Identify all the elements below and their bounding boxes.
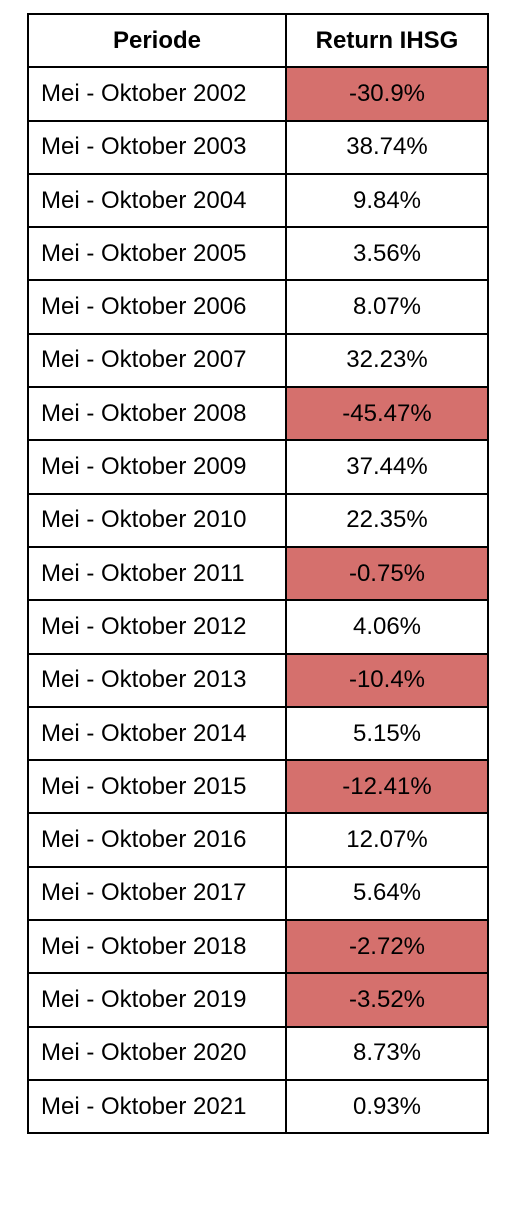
period-cell: Mei - Oktober 2017 (27, 865, 287, 922)
return-cell: 12.07% (285, 812, 489, 868)
table-row: Mei - Oktober 2014 5.15% (27, 705, 489, 762)
period-cell: Mei - Oktober 2004 (27, 172, 287, 229)
table-row: Mei - Oktober 2006 8.07% (27, 279, 489, 335)
return-cell: 32.23% (285, 332, 489, 389)
period-cell: Mei - Oktober 2008 (27, 386, 287, 442)
return-cell: 8.07% (285, 279, 489, 335)
period-cell: Mei - Oktober 2018 (27, 919, 287, 975)
period-cell: Mei - Oktober 2002 (27, 66, 287, 122)
table-row: Mei - Oktober 2017 5.64% (27, 865, 489, 922)
period-cell: Mei - Oktober 2009 (27, 439, 287, 495)
period-cell: Mei - Oktober 2015 (27, 759, 287, 815)
period-cell: Mei - Oktober 2016 (27, 812, 287, 868)
period-cell: Mei - Oktober 2011 (27, 545, 287, 602)
return-cell: 4.06% (285, 599, 489, 655)
header-row: Periode Return IHSG (27, 12, 489, 69)
return-cell: 8.73% (285, 1025, 489, 1081)
period-cell: Mei - Oktober 2012 (27, 599, 287, 655)
period-cell: Mei - Oktober 2003 (27, 119, 287, 175)
period-cell: Mei - Oktober 2019 (27, 972, 287, 1028)
return-cell: 37.44% (285, 439, 489, 495)
return-cell-negative: -30.9% (285, 66, 489, 122)
return-cell: 3.56% (285, 226, 489, 282)
table-row: Mei - Oktober 2018 -2.72% (27, 919, 489, 975)
table-row: Mei - Oktober 2011 -0.75% (27, 545, 489, 602)
return-cell: 38.74% (285, 119, 489, 175)
table-row: Mei - Oktober 2009 37.44% (27, 439, 489, 495)
table-row: Mei - Oktober 2010 22.35% (27, 492, 489, 548)
return-cell-negative: -10.4% (285, 652, 489, 708)
return-cell: 0.93% (285, 1078, 489, 1135)
return-cell: 22.35% (285, 492, 489, 548)
table-row: Mei - Oktober 2007 32.23% (27, 332, 489, 389)
return-cell-negative: -0.75% (285, 545, 489, 602)
table-row: Mei - Oktober 2005 3.56% (27, 226, 489, 282)
table-row: Mei - Oktober 2019 -3.52% (27, 972, 489, 1028)
return-cell-negative: -3.52% (285, 972, 489, 1028)
table-row: Mei - Oktober 2003 38.74% (27, 119, 489, 175)
table-row: Mei - Oktober 2008 -45.47% (27, 386, 489, 442)
return-cell-negative: -45.47% (285, 386, 489, 442)
table-row: Mei - Oktober 2012 4.06% (27, 599, 489, 655)
period-cell: Mei - Oktober 2006 (27, 279, 287, 335)
return-cell: 5.64% (285, 865, 489, 922)
period-cell: Mei - Oktober 2005 (27, 226, 287, 282)
table-body: Mei - Oktober 2002 -30.9% Mei - Oktober 20… (27, 66, 489, 1135)
table-row: Mei - Oktober 2013 -10.4% (27, 652, 489, 708)
period-cell: Mei - Oktober 2010 (27, 492, 287, 548)
table-row: Mei - Oktober 2002 -30.9% (27, 66, 489, 122)
return-cell-negative: -12.41% (285, 759, 489, 815)
return-cell: 5.15% (285, 705, 489, 762)
period-cell: Mei - Oktober 2013 (27, 652, 287, 708)
table-header: Periode Return IHSG (27, 12, 489, 69)
table-row: Mei - Oktober 2020 8.73% (27, 1025, 489, 1081)
period-cell: Mei - Oktober 2021 (27, 1078, 287, 1135)
return-cell-negative: -2.72% (285, 919, 489, 975)
return-cell: 9.84% (285, 172, 489, 229)
period-cell: Mei - Oktober 2014 (27, 705, 287, 762)
table-row: Mei - Oktober 2016 12.07% (27, 812, 489, 868)
table-row: Mei - Oktober 2004 9.84% (27, 172, 489, 229)
table-row: Mei - Oktober 2021 0.93% (27, 1078, 489, 1135)
table-row: Mei - Oktober 2015 -12.41% (27, 759, 489, 815)
returns-table: Periode Return IHSG Mei - Oktober 2002 -3… (27, 12, 489, 1135)
header-periode: Periode (27, 12, 287, 69)
header-return-ihsg: Return IHSG (285, 12, 489, 69)
period-cell: Mei - Oktober 2020 (27, 1025, 287, 1081)
period-cell: Mei - Oktober 2007 (27, 332, 287, 389)
